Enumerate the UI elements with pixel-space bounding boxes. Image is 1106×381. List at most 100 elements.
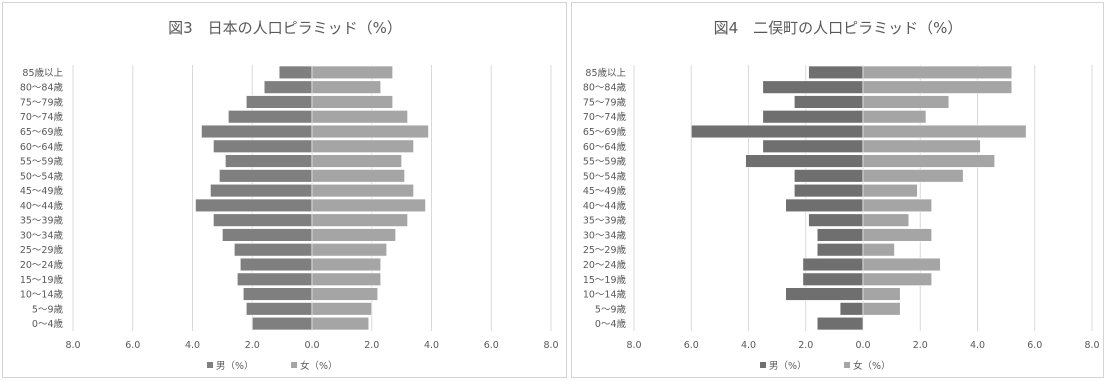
x-tick-label: 6.0 <box>684 340 699 351</box>
category-label: 10～14歳 <box>583 289 627 301</box>
chart-panel-futamata: 図4 二俣町の人口ピラミッド（%） 8.0 6.0 4.0 2.0 0.0 2.0 4.0 6.… <box>571 2 1104 378</box>
category-label: 40～44歳 <box>20 200 64 212</box>
bar-male <box>210 183 313 198</box>
bar-female <box>862 213 910 227</box>
legend: 男（%） 女（%） <box>207 360 338 372</box>
bar-female <box>311 302 373 316</box>
category-label: 85歳以上 <box>22 67 63 79</box>
category-label: 35～39歳 <box>583 215 627 227</box>
category-label: 0～4歳 <box>595 318 627 330</box>
category-label: 20～24歳 <box>583 259 627 271</box>
x-tick-label: 8.0 <box>543 340 558 351</box>
x-tick-label: 6.0 <box>125 340 140 351</box>
category-label: 5～9歳 <box>32 303 64 315</box>
category-label: 65～69歳 <box>583 126 627 138</box>
category-label: 40～44歳 <box>583 200 627 212</box>
legend-swatch-male <box>207 362 213 368</box>
category-label: 80～84歳 <box>583 82 627 94</box>
category-label: 10～14歳 <box>20 289 64 301</box>
x-tick-label: 4.0 <box>970 340 985 351</box>
x-tick-label: 4.0 <box>185 340 200 351</box>
bar-male <box>816 316 864 331</box>
bar-female <box>862 139 981 153</box>
legend: 男（%） 女（%） <box>760 360 891 372</box>
bar-female <box>862 169 964 183</box>
category-label: 50～54歳 <box>583 170 627 182</box>
bar-male <box>225 154 313 168</box>
category-label: 85歳以上 <box>585 67 626 79</box>
bar-female <box>311 257 382 272</box>
bar-male <box>251 316 313 331</box>
x-tick-label: 8.0 <box>626 340 641 351</box>
bar-female <box>862 124 1027 139</box>
bar-male <box>745 154 864 168</box>
x-tick-label: 0.0 <box>855 340 870 351</box>
bar-female <box>862 287 901 301</box>
bar-male <box>762 80 864 94</box>
legend-swatch-female <box>844 362 850 368</box>
category-label: 35～39歳 <box>20 215 64 227</box>
bar-male <box>195 198 313 213</box>
bar-male <box>808 65 864 80</box>
bar-male <box>278 65 313 80</box>
category-label: 70～74歳 <box>583 111 627 123</box>
bar-female <box>311 139 414 153</box>
chart-title: 図4 二俣町の人口ピラミッド（%） <box>714 19 963 37</box>
bar-female <box>862 183 918 198</box>
bar-female <box>311 110 408 124</box>
bar-male <box>201 124 313 139</box>
category-label: 20～24歳 <box>20 259 64 271</box>
bar-male <box>228 110 313 124</box>
bar-female <box>311 95 393 109</box>
bar-male <box>785 287 864 301</box>
x-tick-label: 2.0 <box>913 340 928 351</box>
bar-male <box>234 243 313 257</box>
bar-male <box>762 139 864 153</box>
bar-female <box>862 198 932 213</box>
bar-male <box>240 257 313 272</box>
bar-female <box>311 154 402 168</box>
bar-female <box>311 65 393 80</box>
legend-label-female: 女（%） <box>300 360 338 372</box>
bar-female <box>311 243 387 257</box>
bar-female <box>862 80 1013 94</box>
bar-female <box>862 272 932 286</box>
bar-female <box>862 110 927 124</box>
chart-title: 図3 日本の人口ピラミッド（%） <box>168 19 402 37</box>
bar-male <box>794 169 864 183</box>
bar-female <box>862 302 901 316</box>
x-tick-label: 2.0 <box>245 340 260 351</box>
bar-male <box>245 95 313 109</box>
bar-female <box>862 95 950 109</box>
category-label: 75～79歳 <box>20 96 64 108</box>
bar-male <box>213 139 313 153</box>
category-label: 75～79歳 <box>583 96 627 108</box>
bar-female <box>311 272 382 286</box>
x-tick-label: 8.0 <box>1084 340 1099 351</box>
bar-male <box>816 228 864 242</box>
category-label: 50～54歳 <box>20 170 64 182</box>
category-label: 55～59歳 <box>20 156 64 168</box>
category-label: 60～64歳 <box>20 141 64 153</box>
category-label: 15～19歳 <box>20 274 64 286</box>
bar-male <box>690 124 864 139</box>
x-tick-label: 2.0 <box>364 340 379 351</box>
bar-female <box>862 243 895 257</box>
bar-male <box>245 302 313 316</box>
legend-label-male: 男（%） <box>216 360 254 372</box>
bar-female <box>862 257 941 272</box>
category-label: 15～19歳 <box>583 274 627 286</box>
bar-male <box>242 287 313 301</box>
x-tick-label: 6.0 <box>1027 340 1042 351</box>
bar-male <box>237 272 313 286</box>
bar-female <box>862 65 1013 80</box>
x-tick-label: 8.0 <box>65 340 80 351</box>
bar-female <box>311 228 396 242</box>
legend-label-female: 女（%） <box>853 360 891 372</box>
bar-female <box>311 316 370 331</box>
x-tick-label: 0.0 <box>304 340 319 351</box>
chart-japan-pyramid: 図3 日本の人口ピラミッド（%） 8.0 6.0 4.0 2.0 0.0 2.0 4.0 6.0… <box>20 19 559 372</box>
category-label: 45～49歳 <box>583 185 627 197</box>
legend-swatch-female <box>291 362 297 368</box>
